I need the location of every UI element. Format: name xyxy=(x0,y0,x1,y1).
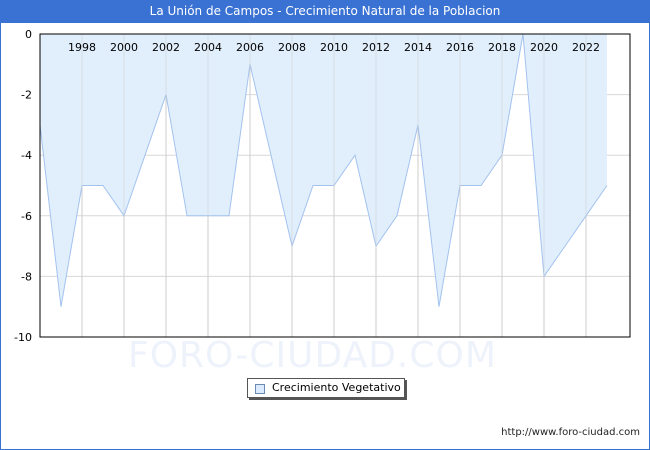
watermark: FORO-CIUDAD.COM xyxy=(128,335,497,376)
x-tick-label: 2006 xyxy=(236,41,264,54)
x-tick-label: 2012 xyxy=(362,41,390,54)
y-tick-label: -4 xyxy=(21,149,32,162)
chart-title: La Unión de Campos - Crecimiento Natural… xyxy=(0,0,650,23)
x-tick-label: 2020 xyxy=(530,41,558,54)
y-tick-label: -10 xyxy=(14,331,32,344)
line-series xyxy=(39,33,608,307)
x-tick-label: 2004 xyxy=(194,41,222,54)
y-tick-label: -8 xyxy=(21,270,32,283)
legend-swatch-icon xyxy=(255,384,265,394)
x-tick-label: 2008 xyxy=(278,41,306,54)
x-tick-label: 2002 xyxy=(152,41,180,54)
legend-label: Crecimiento Vegetativo xyxy=(272,381,401,394)
y-tick-label: -6 xyxy=(21,210,32,223)
x-tick-label: 1998 xyxy=(68,41,96,54)
y-tick-label: -2 xyxy=(21,89,32,102)
legend: Crecimiento Vegetativo xyxy=(247,378,405,398)
y-tick-label: 0 xyxy=(25,28,32,41)
source-url: http://www.foro-ciudad.com xyxy=(501,427,640,438)
area-series xyxy=(40,34,607,307)
x-tick-label: 2016 xyxy=(446,41,474,54)
x-tick-label: 2010 xyxy=(320,41,348,54)
x-tick-label: 2014 xyxy=(404,41,432,54)
x-tick-label: 2022 xyxy=(572,41,600,54)
x-tick-label: 2000 xyxy=(110,41,138,54)
x-tick-label: 2018 xyxy=(488,41,516,54)
